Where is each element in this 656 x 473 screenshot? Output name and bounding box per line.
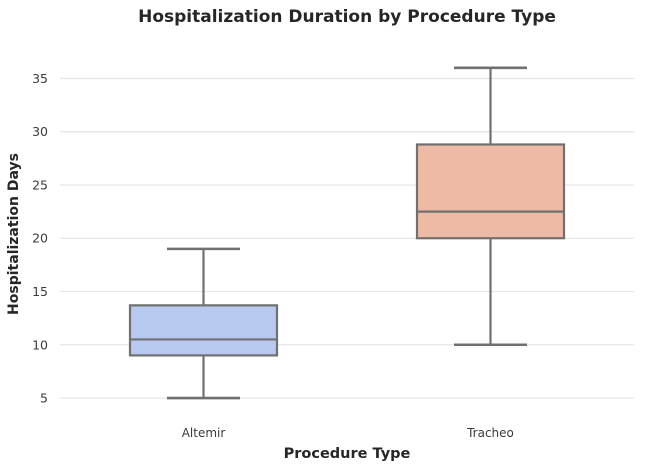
boxplot-tracheo [415,66,566,347]
y-tick-label: 25 [32,177,48,192]
x-axis-label: Procedure Type [283,446,411,462]
x-tick-layer: Altemir Tracheo [182,426,514,440]
x-category-label: Tracheo [466,426,514,440]
y-tick-label: 35 [32,71,48,86]
iqr-box [415,143,566,240]
y-tick-label: 30 [32,124,48,139]
y-axis-label: Hospitalization Days [6,153,22,315]
y-tick-label: 10 [32,337,48,352]
y-tick-label: 5 [40,391,48,406]
iqr-box [128,304,279,357]
y-tick-label: 20 [32,231,48,246]
box-layer [128,66,566,400]
y-tick-label: 15 [32,284,48,299]
boxplot-altemir [128,247,279,400]
chart-title: Hospitalization Duration by Procedure Ty… [138,7,556,27]
y-tick-layer: 5 10 15 20 25 30 35 [32,71,48,406]
x-category-label: Altemir [182,426,226,440]
